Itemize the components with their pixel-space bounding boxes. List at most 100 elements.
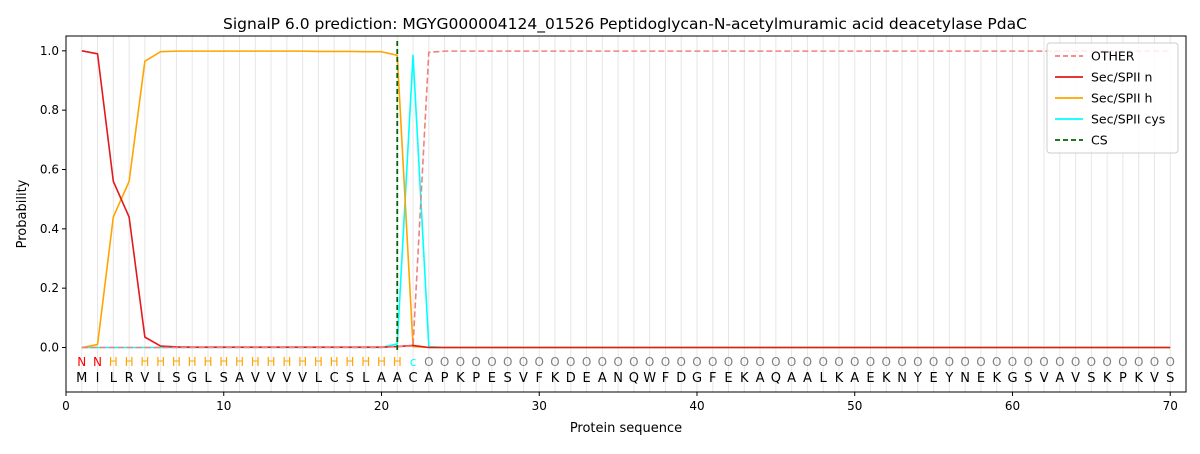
region-label: O (440, 355, 449, 369)
region-label: O (740, 355, 749, 369)
region-label: O (1071, 355, 1080, 369)
region-label: O (724, 355, 733, 369)
region-label: O (519, 355, 528, 369)
region-label: H (156, 355, 165, 369)
residue-letter: A (803, 371, 812, 386)
residue-letter: S (346, 371, 354, 386)
residue-letter: E (929, 371, 937, 386)
region-label: O (787, 355, 796, 369)
residue-letter: Q (771, 371, 781, 386)
residue-letter: S (220, 371, 228, 386)
residue-letter: Q (629, 371, 639, 386)
residue-letter: L (820, 371, 828, 386)
residue-letter: D (676, 371, 686, 386)
region-label: O (1165, 355, 1174, 369)
region-label: O (803, 355, 812, 369)
region-label: O (566, 355, 575, 369)
residue-letter: M (76, 371, 87, 386)
y-tick-label: 0.0 (40, 341, 59, 355)
region-label: O (692, 355, 701, 369)
region-label: O (1024, 355, 1033, 369)
region-label: O (850, 355, 859, 369)
region-label: O (882, 355, 891, 369)
plot-frame (65, 35, 1187, 393)
residue-letter: A (424, 371, 433, 386)
region-label: H (203, 355, 212, 369)
residue-letter: E (488, 371, 496, 386)
chart-title: SignalP 6.0 prediction: MGYG000004124_01… (223, 15, 1027, 34)
residue-letter: V (298, 371, 307, 386)
residue-letter: G (692, 371, 702, 386)
region-label: O (598, 355, 607, 369)
residue-letter: W (643, 371, 656, 386)
residue-letter: K (835, 371, 844, 386)
region-label: O (976, 355, 985, 369)
x-tick-label: 70 (1163, 399, 1178, 413)
region-label: O (471, 355, 480, 369)
residue-letter: Y (944, 371, 953, 386)
region-label: O (456, 355, 465, 369)
residue-letter: A (235, 371, 244, 386)
residue-letter: P (441, 371, 449, 386)
y-tick-label: 0.4 (40, 222, 59, 236)
residue-letter: I (96, 371, 100, 386)
x-tick-label: 50 (847, 399, 862, 413)
region-label: H (109, 355, 118, 369)
legend-entry-label: CS (1091, 133, 1108, 148)
residue-letter: A (787, 371, 796, 386)
region-label: N (77, 355, 86, 369)
region-label: O (992, 355, 1001, 369)
residue-letter: L (362, 371, 370, 386)
residue-letter: K (992, 371, 1001, 386)
y-axis-label: Probability (15, 179, 30, 248)
legend-entry-label: Sec/SPII h (1091, 91, 1152, 106)
region-label: O (1150, 355, 1159, 369)
residue-letter: P (472, 371, 480, 386)
region-label: O (676, 355, 685, 369)
residue-letter: S (172, 371, 180, 386)
region-label: O (1055, 355, 1064, 369)
residue-letter: V (1150, 371, 1159, 386)
region-label: O (550, 355, 559, 369)
residue-letter: V (519, 371, 528, 386)
residue-letter: L (110, 371, 118, 386)
residue-letter: A (393, 371, 402, 386)
residue-letter: K (551, 371, 560, 386)
region-label: H (267, 355, 276, 369)
region-label: O (755, 355, 764, 369)
residue-letter: L (204, 371, 212, 386)
residue-letter: V (1040, 371, 1049, 386)
region-label: O (1087, 355, 1096, 369)
y-tick-label: 0.8 (40, 103, 59, 117)
region-label: O (945, 355, 954, 369)
grid-layer (81, 36, 1171, 392)
region-label: c (410, 355, 417, 369)
residue-letter: S (504, 371, 512, 386)
legend-entry-label: Sec/SPII cys (1091, 112, 1165, 127)
region-label: H (251, 355, 260, 369)
residue-letter: Y (913, 371, 922, 386)
region-label: H (330, 355, 339, 369)
region-label: O (1039, 355, 1048, 369)
residue-letter: F (709, 371, 716, 386)
residue-letter: K (1134, 371, 1143, 386)
region-label: O (708, 355, 717, 369)
residue-letter: F (662, 371, 669, 386)
residue-letter: S (1166, 371, 1174, 386)
region-label: H (377, 355, 386, 369)
region-label: O (629, 355, 638, 369)
region-label: O (1102, 355, 1111, 369)
series-line-other (81, 50, 1171, 349)
region-label: O (487, 355, 496, 369)
residue-letter: A (1055, 371, 1064, 386)
region-label: H (235, 355, 244, 369)
residue-letter: F (535, 371, 542, 386)
region-label: O (834, 355, 843, 369)
series-line-sec-spii-n (81, 50, 1171, 349)
region-label: H (345, 355, 354, 369)
region-label: H (140, 355, 149, 369)
residue-letter: A (377, 371, 386, 386)
residue-letter: N (960, 371, 970, 386)
region-label: O (645, 355, 654, 369)
